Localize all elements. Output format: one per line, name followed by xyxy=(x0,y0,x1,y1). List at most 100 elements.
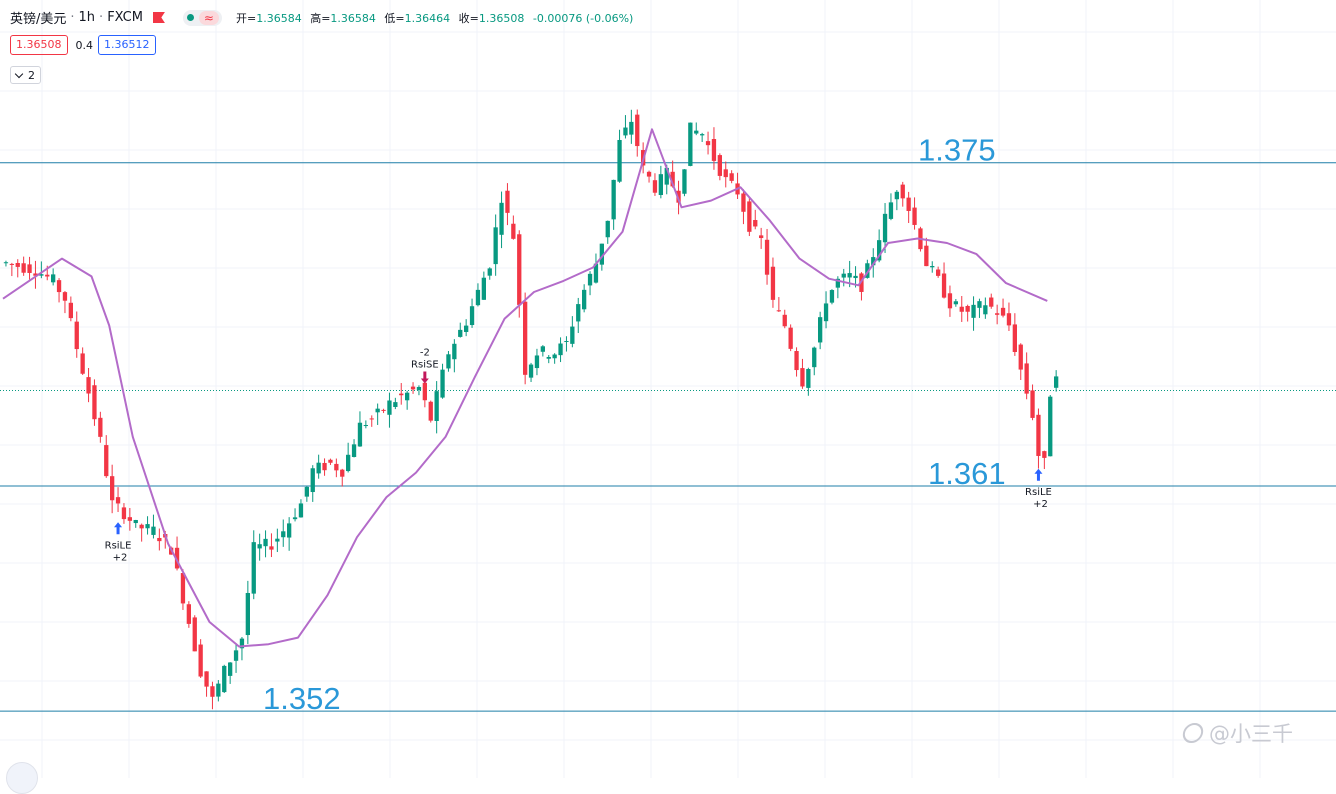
high-label: 高= xyxy=(310,11,331,25)
candle-body xyxy=(446,354,451,369)
indicators-toggle-button[interactable]: 2 xyxy=(10,66,41,84)
candle-body xyxy=(818,317,823,343)
interval-label[interactable]: 1h xyxy=(78,10,96,25)
bid-price[interactable]: 1.36508 xyxy=(10,35,68,55)
candle-body xyxy=(694,130,699,134)
candle-body xyxy=(753,220,758,227)
signal-qty: +2 xyxy=(1033,499,1048,510)
candle-body xyxy=(369,418,374,420)
candle-body xyxy=(582,289,587,310)
horizontal-levels: 1.375 1.361 1.352 xyxy=(0,133,1336,716)
watermark: @小三千 xyxy=(1181,718,1293,748)
corner-logo-icon[interactable] xyxy=(6,762,38,794)
level-label: 1.352 xyxy=(263,681,341,716)
dot-icon xyxy=(186,14,194,21)
candle-body xyxy=(257,544,262,549)
level-label: 1.361 xyxy=(928,456,1006,491)
flag-icon[interactable] xyxy=(153,12,165,23)
candle-body xyxy=(381,409,386,411)
candle-body xyxy=(322,462,327,471)
source-label: FXCM xyxy=(107,10,143,25)
candle-body xyxy=(900,184,905,199)
candle-body xyxy=(1036,414,1041,456)
candle-body xyxy=(405,392,410,401)
candle-body xyxy=(27,264,32,273)
candle-body xyxy=(228,662,233,676)
candle-body xyxy=(977,301,982,308)
candle-body xyxy=(198,644,203,677)
candle-body xyxy=(1000,307,1006,316)
candle-body xyxy=(263,538,268,547)
candle-body xyxy=(865,263,870,278)
symbol-legend[interactable]: 英镑/美元 · 1h · FXCM ≈ 开=1.36584 高=1.36584 … xyxy=(10,8,638,27)
candle-body xyxy=(233,650,239,661)
candle-body xyxy=(1042,451,1047,458)
candle-body xyxy=(9,263,14,265)
symbol-name[interactable]: 英镑/美元 xyxy=(10,12,67,27)
approx-icon: ≈ xyxy=(198,10,219,25)
candle-body xyxy=(434,391,439,422)
candle-body xyxy=(688,122,693,166)
watermark-text: @小三千 xyxy=(1209,722,1293,746)
low-label: 低= xyxy=(384,11,405,25)
candle-body xyxy=(930,266,935,268)
candle-body xyxy=(871,257,876,266)
candle-body xyxy=(617,139,622,182)
candle-body xyxy=(139,524,144,529)
candle-body xyxy=(410,386,416,390)
candle-body xyxy=(711,139,717,161)
candle-body xyxy=(995,313,1000,315)
open-value: 1.36584 xyxy=(256,11,302,25)
signal-qty: +2 xyxy=(113,552,128,563)
indicator-count: 2 xyxy=(28,68,35,82)
candle-body xyxy=(534,355,540,369)
candle-body xyxy=(953,301,958,305)
candle-body xyxy=(222,665,227,693)
candle-body xyxy=(924,245,929,267)
close-label: 收= xyxy=(458,11,479,25)
spread-value: 0.4 xyxy=(75,38,94,52)
candle-body xyxy=(517,234,522,305)
candle-body xyxy=(292,517,298,520)
candle-body xyxy=(210,686,215,697)
candle-body xyxy=(346,454,351,472)
chevron-down-icon xyxy=(14,69,24,78)
candle-body xyxy=(39,274,44,276)
candle-body xyxy=(705,141,711,146)
candle-body xyxy=(528,364,534,378)
candle-body xyxy=(776,310,781,312)
buy-arrow-icon xyxy=(1034,468,1043,481)
candle-body xyxy=(157,537,162,542)
quote-row: 1.36508 0.4 1.36512 xyxy=(10,35,156,55)
candle-body xyxy=(440,369,445,398)
candle-body xyxy=(546,356,551,359)
candle-body xyxy=(894,191,899,200)
candle-body xyxy=(1048,396,1053,457)
market-status[interactable]: ≈ xyxy=(182,9,222,26)
ask-price[interactable]: 1.36512 xyxy=(98,35,156,55)
candle-body xyxy=(298,503,304,518)
signal-label: RsiLE xyxy=(1025,487,1052,498)
separator: · xyxy=(99,10,104,25)
candle-body xyxy=(192,617,197,652)
candle-body xyxy=(505,190,510,213)
candle-body xyxy=(1006,313,1012,326)
candle-body xyxy=(68,302,73,319)
candle-body xyxy=(587,273,593,286)
candle-body xyxy=(511,223,516,239)
candle-body xyxy=(652,180,658,193)
candle-body xyxy=(576,304,581,322)
candle-body xyxy=(304,486,309,497)
candle-body xyxy=(906,197,911,211)
candle-body xyxy=(611,179,616,220)
high-value: 1.36584 xyxy=(330,11,376,25)
candle-body xyxy=(422,382,427,401)
candle-body xyxy=(853,275,858,279)
candle-body xyxy=(33,273,38,276)
candle-body xyxy=(316,462,321,474)
candle-body xyxy=(1054,376,1059,388)
candle-body xyxy=(552,354,557,359)
candle-body xyxy=(21,263,26,273)
